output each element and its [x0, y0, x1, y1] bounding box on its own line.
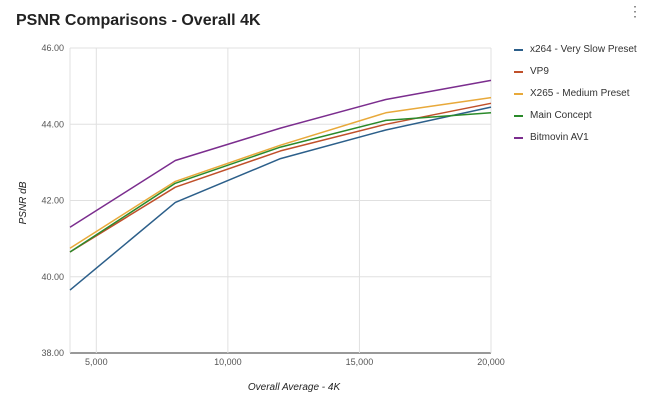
legend-swatch — [514, 92, 523, 95]
legend-swatch — [514, 48, 523, 51]
series-line-0[interactable] — [69, 106, 492, 291]
y-tick-label: 40.00 — [41, 272, 64, 282]
legend-item[interactable]: Main Concept — [514, 108, 637, 123]
legend-item[interactable]: Bitmovin AV1 — [514, 130, 637, 145]
series-line-1[interactable] — [69, 102, 492, 253]
x-axis-label: Overall Average - 4K — [248, 382, 342, 393]
legend-swatch — [514, 70, 523, 73]
x-tick-label: 10,000 — [214, 357, 242, 367]
series-line-4[interactable] — [69, 79, 492, 228]
legend-label: x264 - Very Slow Preset — [530, 44, 637, 55]
y-tick-label: 38.00 — [41, 348, 64, 358]
x-tick-label: 5,000 — [85, 357, 108, 367]
legend-label: Main Concept — [530, 110, 592, 121]
y-tick-label: 46.00 — [41, 43, 64, 53]
chart-legend: x264 - Very Slow Preset VP9 X265 - Medium … — [514, 42, 637, 152]
legend-item[interactable]: VP9 — [514, 64, 637, 79]
legend-item[interactable]: X265 - Medium Preset — [514, 86, 637, 101]
series-line-2[interactable] — [69, 96, 492, 249]
legend-label: Bitmovin AV1 — [530, 132, 589, 143]
x-tick-label: 20,000 — [477, 357, 505, 367]
y-axis-label: PSNR dB — [18, 181, 29, 224]
legend-label: X265 - Medium Preset — [530, 88, 630, 99]
y-tick-label: 44.00 — [41, 119, 64, 129]
chart-title: PSNR Comparisons - Overall 4K — [16, 12, 261, 29]
series-line-3[interactable] — [69, 112, 492, 253]
legend-swatch — [514, 136, 523, 139]
x-tick-label: 15,000 — [346, 357, 374, 367]
y-tick-label: 42.00 — [41, 196, 64, 206]
legend-item[interactable]: x264 - Very Slow Preset — [514, 42, 637, 57]
legend-swatch — [514, 114, 523, 117]
legend-label: VP9 — [530, 66, 549, 77]
more-vert-icon[interactable]: ⋮ — [628, 3, 642, 19]
